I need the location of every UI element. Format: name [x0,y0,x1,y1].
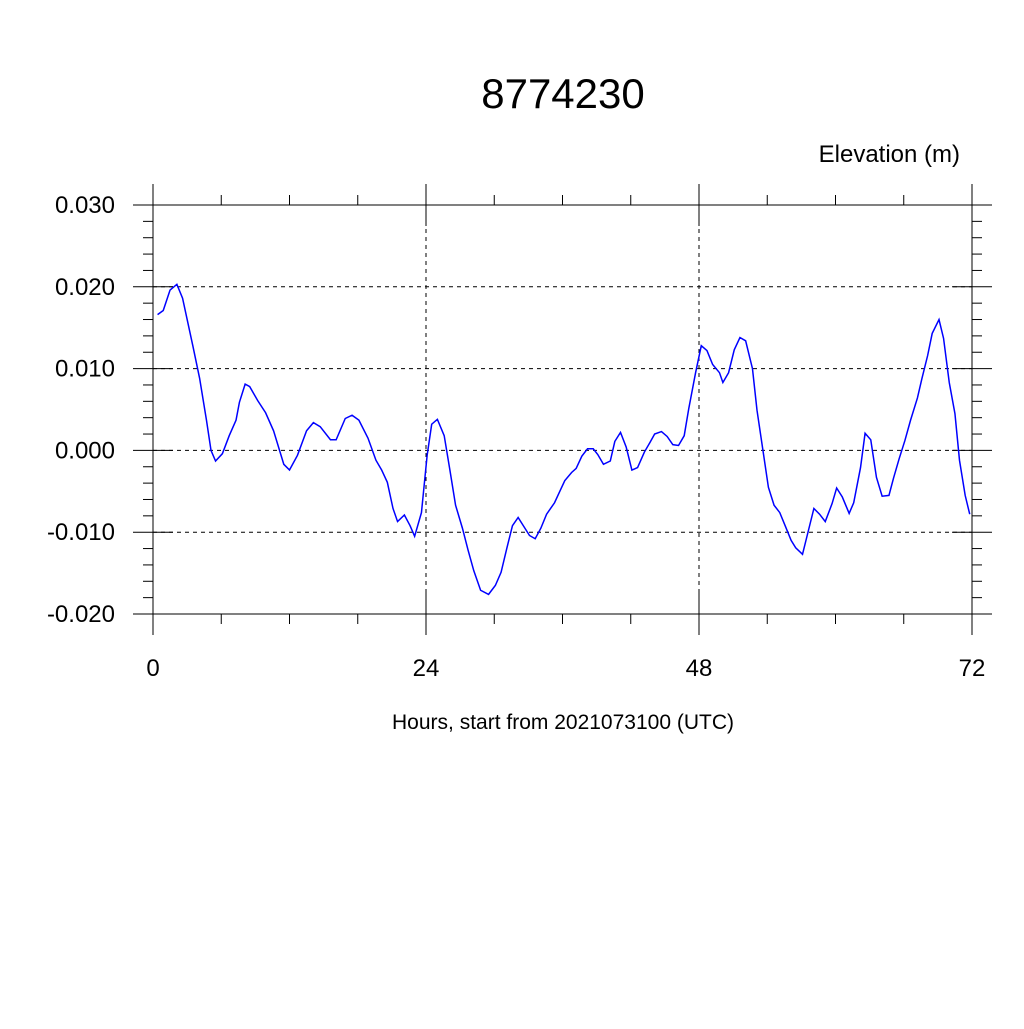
y-tick-label: 0.000 [55,437,115,464]
x-axis-label: Hours, start from 2021073100 (UTC) [392,711,734,734]
data-line [157,283,971,596]
x-tick-label: 24 [413,655,440,682]
y-tick-label: 0.020 [55,274,115,301]
x-tick-label: 72 [959,655,986,682]
x-tick-label: 48 [686,655,713,682]
y-tick-label: -0.010 [47,519,115,546]
y-tick-label: 0.030 [55,192,115,219]
y-tick-label: 0.010 [55,356,115,383]
plot-frame [152,204,973,615]
y-tick-label: -0.020 [47,601,115,628]
y-axis-label: Elevation (m) [819,141,960,168]
x-tick-label: 0 [146,655,159,682]
chart-title: 8774230 [481,70,645,117]
